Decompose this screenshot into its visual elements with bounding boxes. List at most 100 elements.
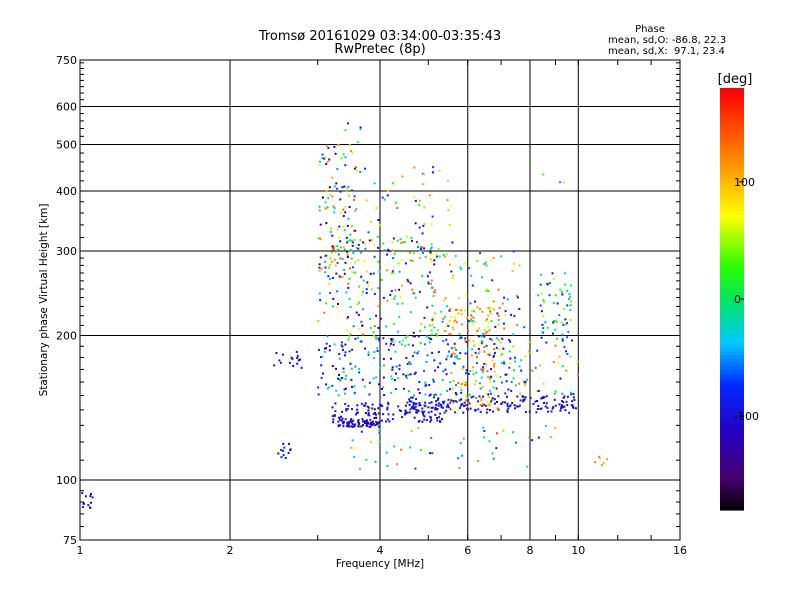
data-point	[558, 355, 561, 358]
data-point	[392, 237, 395, 240]
data-point	[329, 193, 332, 196]
data-point	[414, 371, 417, 374]
data-point	[482, 366, 485, 369]
data-point	[536, 390, 539, 393]
data-point	[410, 430, 413, 432]
data-point	[431, 320, 434, 322]
data-point	[365, 422, 368, 425]
data-point	[363, 385, 366, 388]
data-point	[561, 404, 564, 407]
data-point	[505, 380, 508, 383]
data-point	[329, 278, 331, 281]
data-point	[369, 418, 372, 421]
data-point	[470, 396, 473, 399]
data-point	[453, 342, 456, 345]
stats-header: Phase	[635, 24, 665, 35]
data-point	[325, 189, 328, 192]
data-point	[288, 361, 291, 364]
data-point	[512, 377, 515, 380]
data-point	[557, 362, 560, 365]
data-point	[412, 344, 414, 347]
data-point	[89, 495, 92, 498]
data-point	[336, 168, 339, 170]
data-point	[334, 185, 336, 188]
data-point	[465, 405, 468, 408]
data-point	[361, 324, 364, 327]
data-point	[480, 376, 483, 379]
colorbar-segment	[720, 330, 744, 335]
data-point	[443, 400, 446, 403]
data-point	[429, 251, 432, 254]
data-point	[566, 353, 569, 355]
data-point	[464, 309, 467, 312]
data-point	[561, 293, 564, 296]
data-point	[411, 239, 413, 242]
data-point	[502, 360, 505, 363]
data-point	[278, 359, 281, 362]
data-point	[374, 413, 377, 416]
data-point	[397, 330, 399, 333]
data-point	[488, 404, 491, 407]
data-point	[362, 290, 365, 293]
data-point	[542, 315, 545, 317]
data-point	[503, 327, 506, 330]
data-point	[279, 361, 282, 364]
data-point	[434, 413, 437, 416]
data-point	[552, 321, 555, 324]
data-point	[408, 390, 410, 393]
data-point	[337, 425, 340, 428]
data-point	[406, 278, 409, 281]
data-point	[479, 308, 481, 310]
data-point	[448, 333, 451, 336]
data-point	[458, 337, 461, 340]
data-point	[498, 307, 501, 309]
data-point	[284, 457, 287, 459]
data-point	[440, 406, 443, 409]
data-point	[427, 280, 430, 283]
data-point	[495, 337, 498, 340]
data-point	[496, 401, 498, 403]
data-point	[467, 398, 469, 401]
data-point	[411, 407, 414, 410]
data-point	[319, 223, 322, 226]
data-point	[383, 249, 386, 252]
data-point	[405, 377, 408, 379]
data-point	[510, 313, 513, 316]
data-point	[459, 386, 462, 389]
chart-subtitle: RwPretec (8p)	[334, 42, 425, 57]
data-point	[470, 354, 473, 357]
data-point	[358, 371, 361, 374]
data-point	[430, 333, 433, 336]
data-point	[90, 501, 92, 504]
data-point	[347, 404, 350, 407]
data-point	[545, 402, 548, 405]
data-point	[427, 411, 430, 414]
data-point	[371, 407, 374, 410]
data-point	[401, 175, 404, 178]
data-point	[387, 401, 390, 404]
data-point	[465, 384, 467, 387]
data-point	[365, 419, 368, 422]
data-point	[415, 241, 418, 243]
data-point	[375, 336, 378, 339]
data-point	[342, 348, 344, 351]
data-point	[569, 284, 572, 287]
colorbar-segment	[720, 147, 744, 152]
data-point	[454, 254, 457, 257]
data-point	[386, 194, 389, 197]
data-point	[341, 276, 344, 279]
data-point	[360, 402, 363, 405]
data-point	[350, 378, 353, 381]
data-point	[357, 259, 360, 262]
data-point	[330, 260, 333, 263]
data-point	[358, 367, 361, 370]
data-point	[435, 408, 438, 411]
data-point	[545, 341, 548, 344]
data-point	[395, 201, 397, 204]
data-point	[501, 302, 504, 305]
data-point	[419, 341, 422, 344]
data-point	[451, 277, 454, 280]
data-point	[499, 376, 502, 379]
data-point	[353, 229, 356, 232]
